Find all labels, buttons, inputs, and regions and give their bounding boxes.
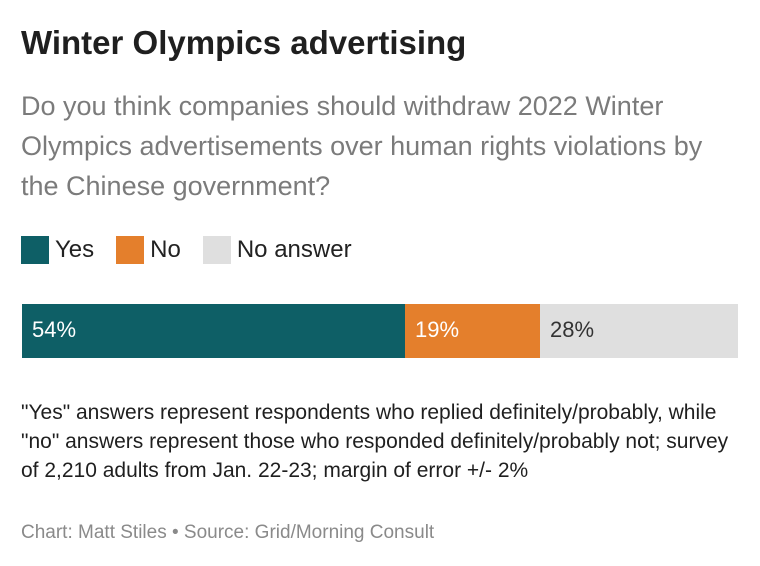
legend-label-yes: Yes (55, 236, 95, 263)
bar-label-no: 19% (415, 317, 460, 342)
legend-swatch-yes (21, 236, 49, 264)
legend-swatch-no-answer (202, 236, 231, 264)
bar-segment-yes: 54% (22, 304, 405, 358)
stacked-bar: 54% 19% 28% (22, 304, 738, 358)
chart-credit: Chart: Matt Stiles • Source: Grid/Mornin… (21, 522, 435, 543)
legend-swatch-no (116, 236, 145, 264)
legend-item-no: No (116, 236, 181, 264)
bar-segment-no-answer: 28% (540, 304, 738, 358)
legend: Yes No No answer (21, 236, 374, 264)
chart-title: Winter Olympics advertising (21, 24, 467, 61)
legend-item-yes: Yes (21, 236, 94, 264)
bar-label-no-answer: 28% (550, 317, 595, 342)
legend-label-no: No (150, 236, 181, 263)
legend-label-no-answer: No answer (236, 236, 352, 263)
chart-subtitle: Do you think companies should withdraw 2… (21, 91, 703, 201)
bar-label-yes: 54% (32, 317, 77, 342)
legend-item-no-answer: No answer (202, 236, 352, 264)
bar-segment-no: 19% (405, 304, 540, 358)
chart-note: "Yes" answers represent respondents who … (21, 401, 729, 482)
